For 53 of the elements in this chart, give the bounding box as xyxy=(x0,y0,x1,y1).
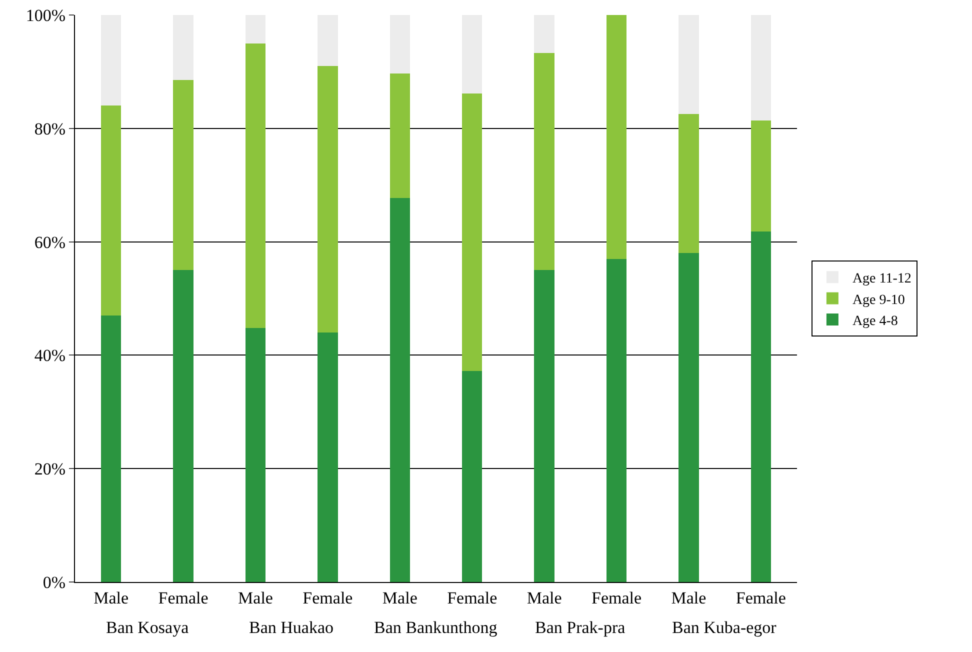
text: Ban Kosaya xyxy=(106,618,190,637)
bar xyxy=(390,198,410,582)
bar xyxy=(462,371,482,582)
y-tick-label: 20% xyxy=(34,460,66,479)
bar xyxy=(100,316,122,582)
bar xyxy=(318,66,338,333)
x-tick-label: Male xyxy=(671,588,706,608)
y-tick-label: 40% xyxy=(34,346,66,366)
x-tick-label: Male xyxy=(94,588,129,608)
bar xyxy=(750,15,772,120)
bar xyxy=(678,114,699,254)
y-tick-label: 60% xyxy=(34,232,66,252)
x-tick-label: Female xyxy=(302,588,353,608)
y-tick-label: 0% xyxy=(42,572,66,592)
bar xyxy=(390,73,410,198)
y-tick-label: 80% xyxy=(34,119,66,138)
bar xyxy=(462,93,482,372)
x-tick-label: Female xyxy=(591,588,642,608)
x-tick-label: Female xyxy=(447,588,498,608)
bar xyxy=(750,120,772,232)
bar xyxy=(534,52,554,270)
bar xyxy=(534,15,554,53)
x-tick-label: Male xyxy=(238,588,273,608)
bar xyxy=(750,232,772,582)
x-tick-label: Male xyxy=(526,588,562,608)
y-tick-label: 100% xyxy=(26,6,66,25)
legend-label: Age 9-10 xyxy=(852,292,905,308)
bar xyxy=(173,80,194,270)
text: Ban Bankunthong xyxy=(374,618,498,637)
bar xyxy=(100,106,122,316)
bar xyxy=(173,15,194,80)
bar xyxy=(606,258,627,582)
text: Ban Kuba-egor xyxy=(672,618,777,637)
bar xyxy=(318,332,338,582)
bar xyxy=(245,43,266,328)
bar xyxy=(173,270,194,582)
x-tick-label: Male xyxy=(382,588,418,608)
bar xyxy=(390,15,410,74)
x-tick-label: Female xyxy=(736,588,786,608)
bar xyxy=(534,270,554,582)
bar xyxy=(462,15,482,94)
legend-label: Age 11-12 xyxy=(852,272,912,287)
text: Ban Huakao xyxy=(249,618,334,637)
bar xyxy=(678,253,699,582)
legend-label: Age 4-8 xyxy=(852,314,898,329)
bar xyxy=(245,328,266,582)
bar xyxy=(100,15,122,106)
bar xyxy=(245,15,266,44)
bar xyxy=(318,15,338,66)
bar xyxy=(606,15,627,259)
text: Ban Prak-pra xyxy=(535,618,626,637)
bar xyxy=(678,15,699,114)
x-tick-label: Female xyxy=(158,588,208,608)
